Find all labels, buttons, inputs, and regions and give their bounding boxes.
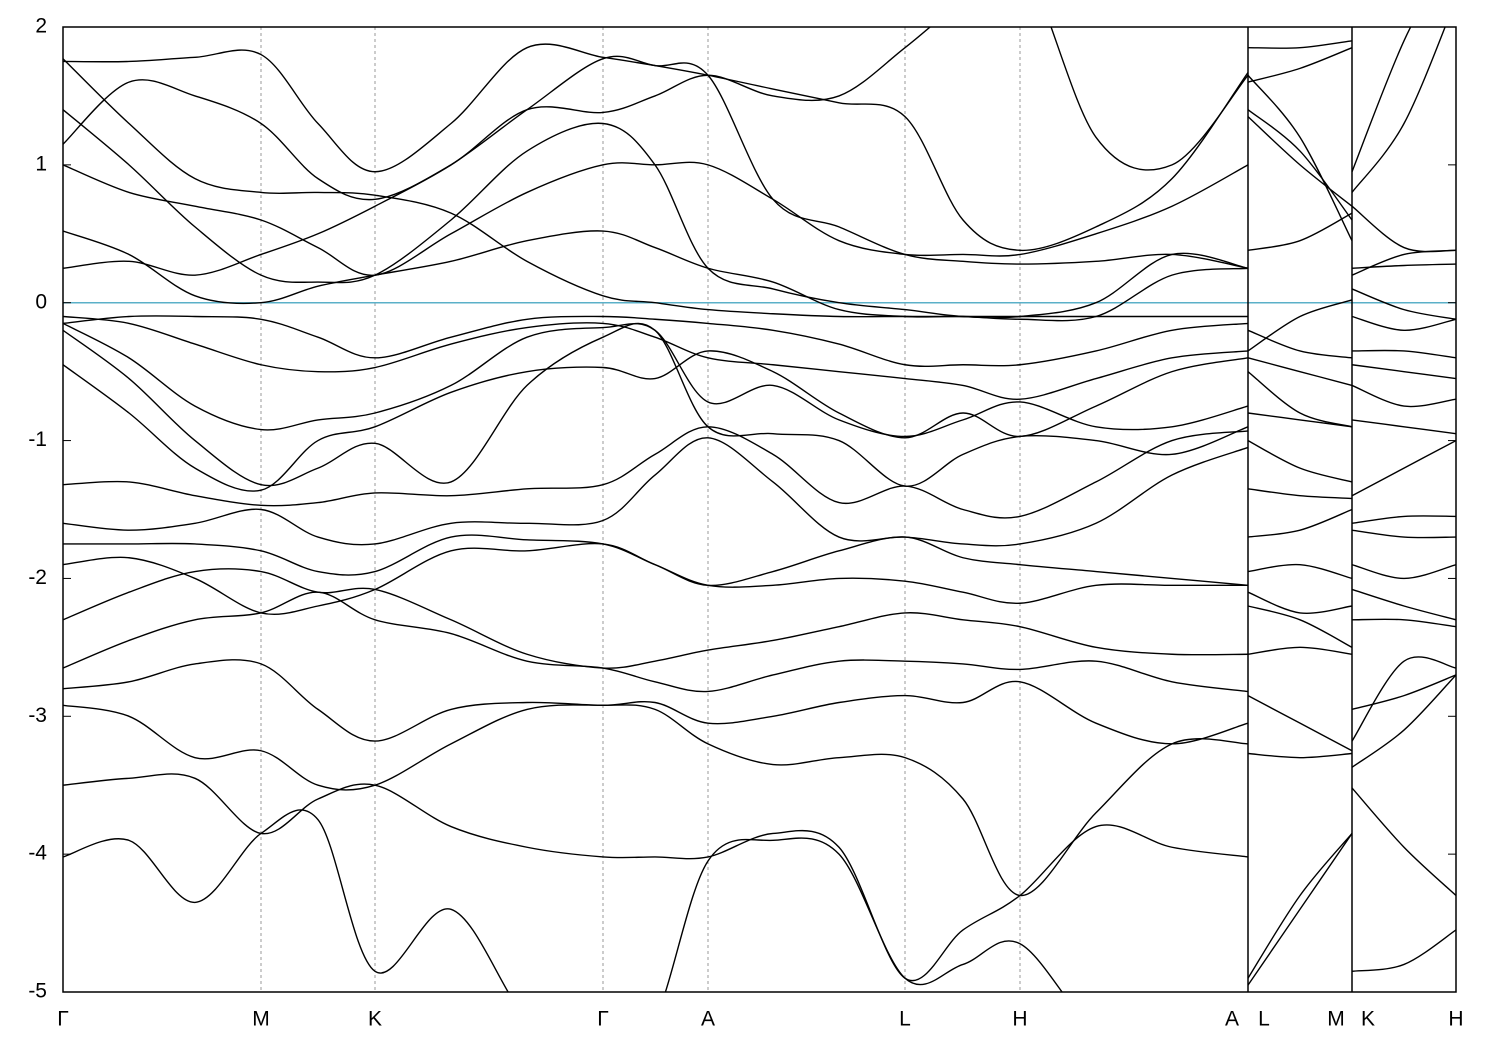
y-tick-label: 1: [35, 152, 47, 175]
band-line: [63, 315, 1456, 400]
band-line: [63, 656, 1456, 752]
band-line: [63, 542, 1456, 621]
x-tick-label: K: [1361, 1008, 1375, 1031]
x-tick-label: Γ: [57, 1008, 69, 1031]
x-tick-label: M: [1327, 1008, 1345, 1031]
band-line: [63, 27, 1412, 201]
band-line: [63, 350, 1456, 492]
y-tick-label: -2: [28, 566, 47, 589]
band-line: [63, 109, 1456, 319]
band-line: [63, 773, 1456, 982]
band-line: [63, 43, 1456, 276]
x-tick-label: H: [1448, 1008, 1463, 1031]
x-tick-label: Γ: [597, 1008, 609, 1031]
band-line: [63, 809, 1456, 992]
band-line: [63, 230, 1456, 352]
band-line: [63, 437, 1456, 547]
x-tick-label: A: [1225, 1008, 1239, 1031]
band-line: [63, 426, 1456, 524]
y-tick-label: -3: [28, 704, 47, 727]
x-tick-label: L: [899, 1008, 911, 1031]
data-layer: [63, 27, 1456, 992]
band-line: [63, 58, 1456, 331]
band-line: [63, 322, 1456, 497]
grid-layer: [260, 27, 1021, 992]
y-tick-label: 0: [35, 290, 47, 313]
band-line: [63, 591, 1456, 711]
band-line: [63, 568, 1456, 669]
band-line: [63, 322, 1456, 438]
y-tick-label: -4: [28, 842, 47, 865]
x-tick-label: A: [701, 1008, 715, 1031]
x-tick-label: L: [1258, 1008, 1270, 1031]
x-tick-label: M: [252, 1008, 270, 1031]
band-line: [63, 534, 1456, 587]
y-tick-label: -5: [28, 980, 47, 1003]
band-line: [63, 315, 1456, 367]
x-tick-label: K: [368, 1008, 382, 1031]
x-tick-label: H: [1012, 1008, 1027, 1031]
y-tick-label: -1: [28, 428, 47, 451]
band-line: [63, 674, 1456, 897]
plot-frame: [62, 26, 1457, 993]
band-line: [63, 27, 1446, 276]
y-tick-label: 2: [35, 15, 47, 38]
